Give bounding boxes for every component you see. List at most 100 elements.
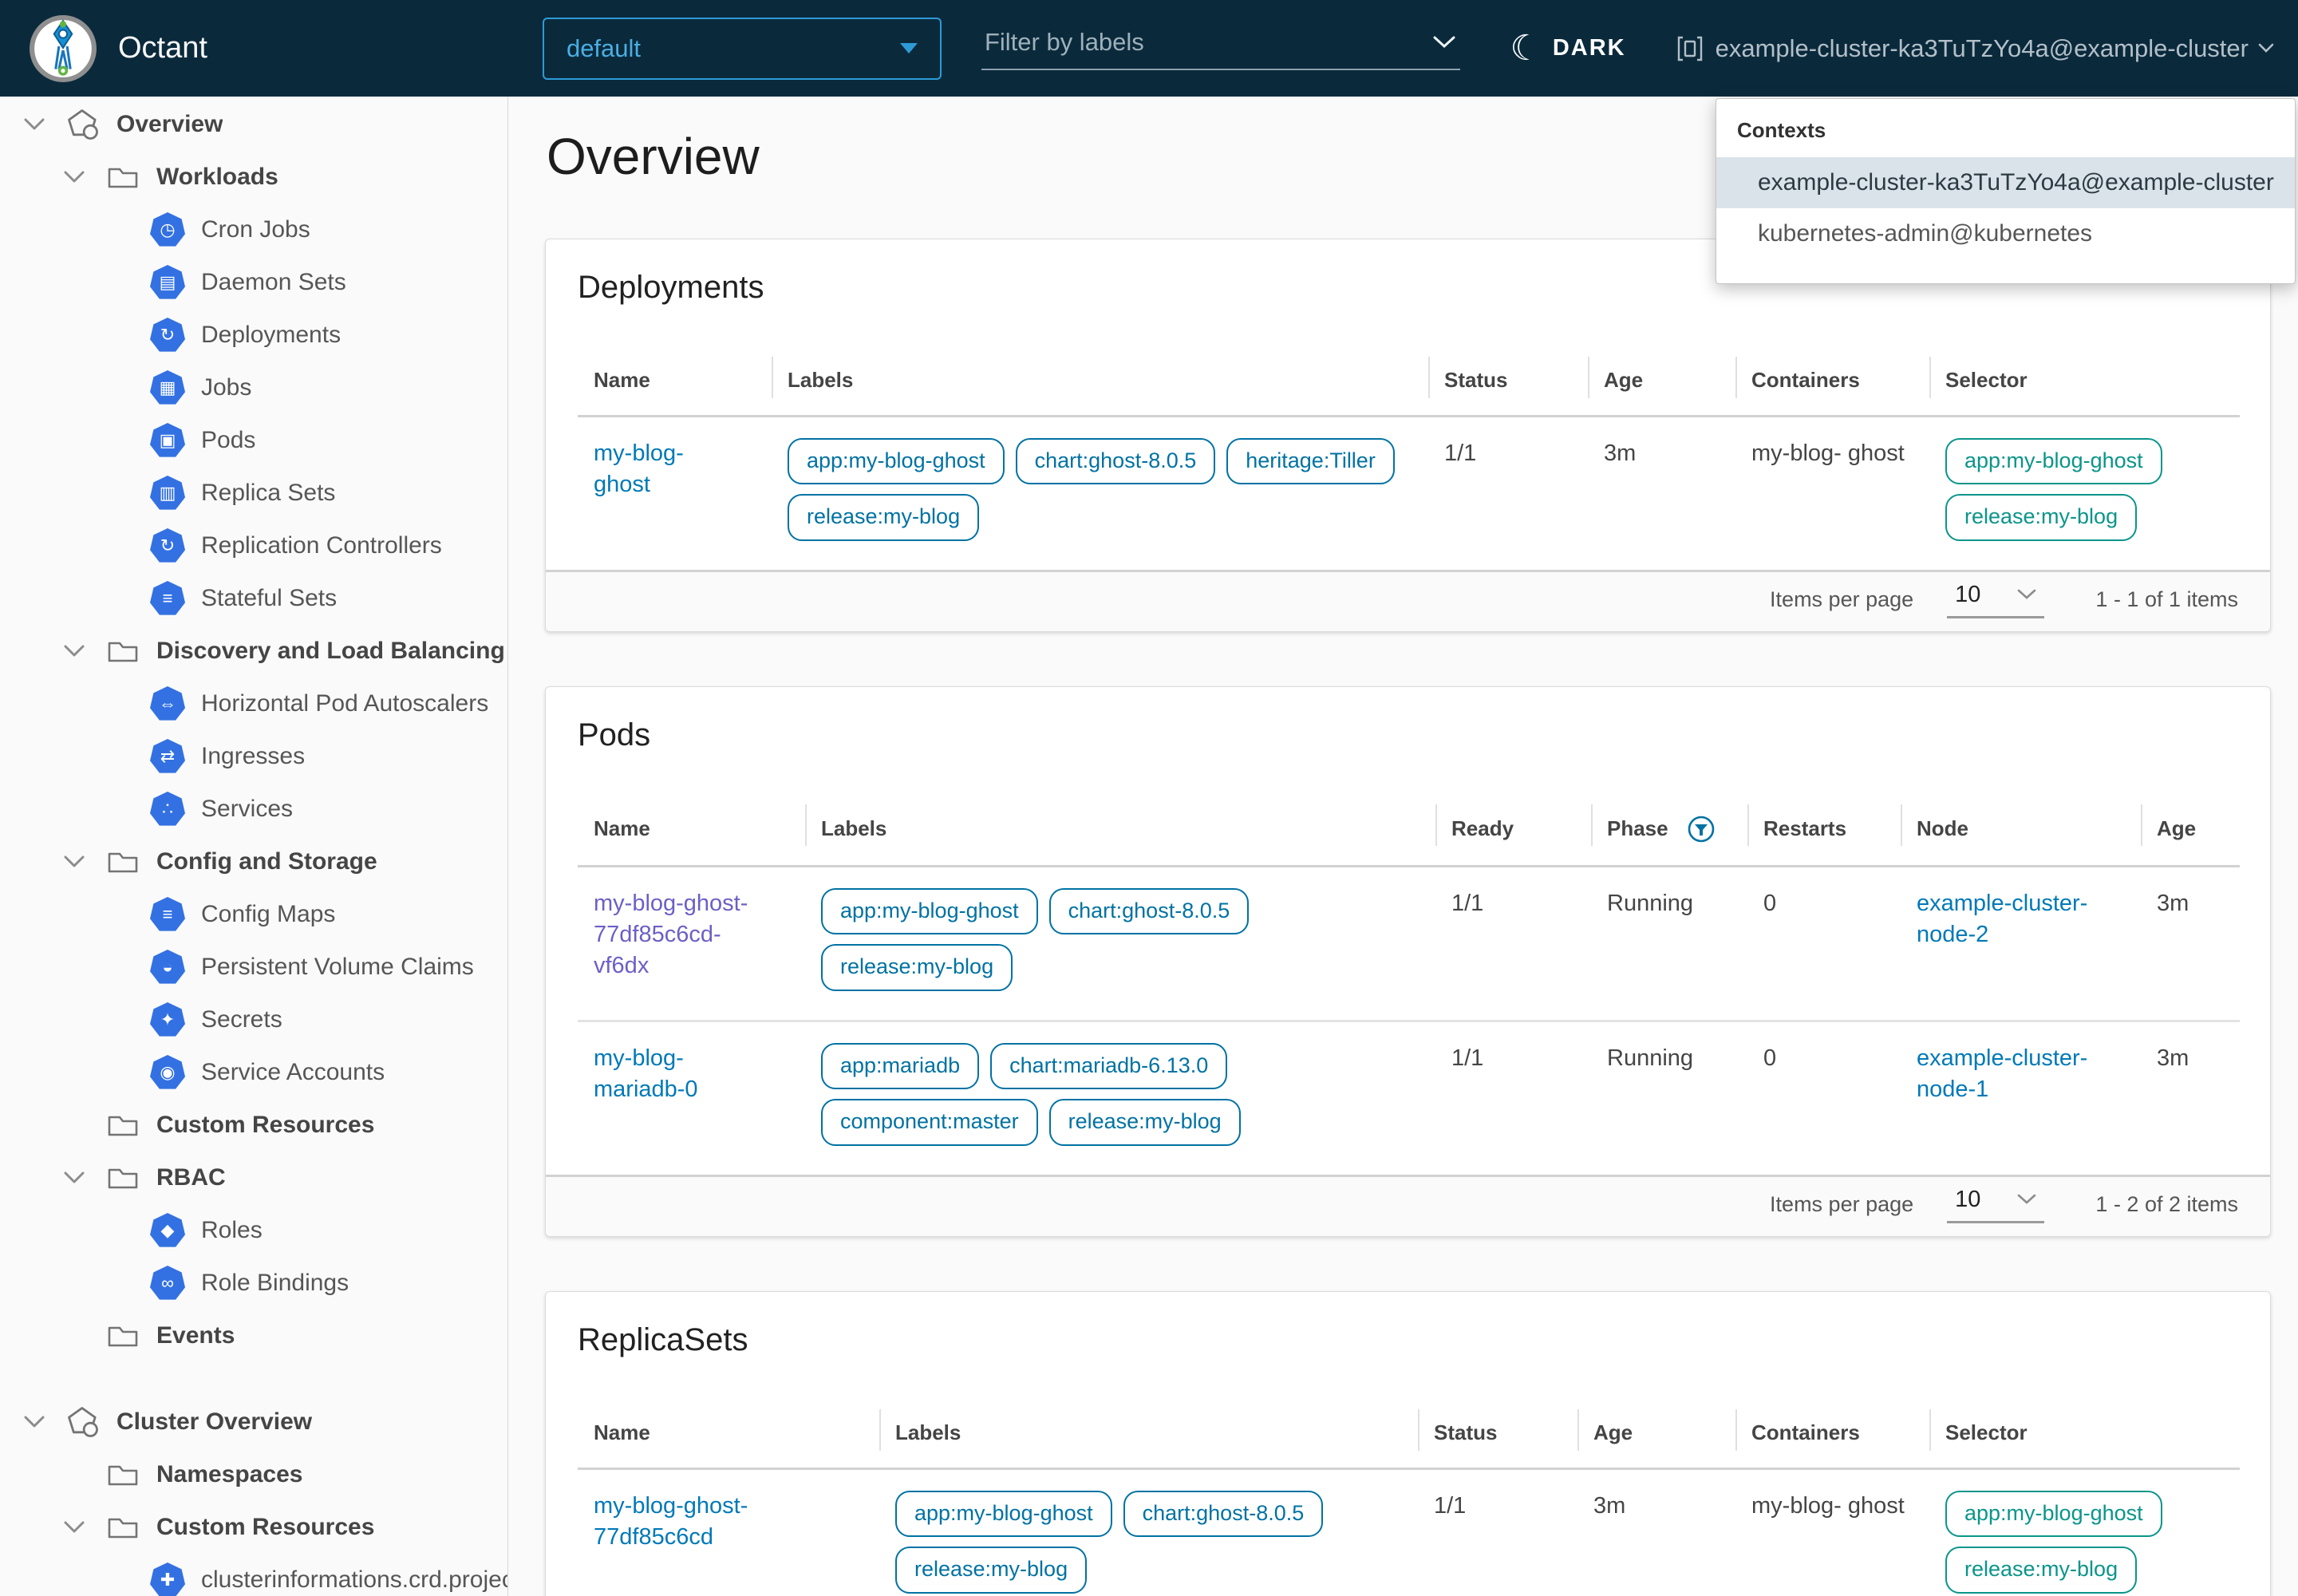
filter-icon[interactable] [1688,816,1715,843]
label-chip: app:my-blog-ghost [788,438,1005,485]
column-header-label: Ready [1451,816,1514,841]
sidebar-item-secrets[interactable]: ✦ Secrets [0,994,507,1046]
age-value: 3m [2157,1045,2189,1071]
cell-restarts: 0 [1747,866,1901,1021]
k8s-resource-icon: ✦ [148,1001,187,1039]
sidebar-item-cluster-overview[interactable]: Cluster Overview [0,1396,507,1448]
sidebar-item-role-bindings[interactable]: ∞ Role Bindings [0,1257,507,1310]
chevron-down-icon[interactable] [1433,36,1455,49]
chevron-down-icon[interactable] [64,171,104,184]
column-header-label: Status [1434,1420,1498,1444]
k8s-resource-icon: ↻ [148,527,187,565]
sidebar-item-roles[interactable]: ◆ Roles [0,1204,507,1257]
column-header-name: Name [578,1402,879,1470]
sidebar-item-overview[interactable]: Overview [0,98,507,151]
folder-icon [104,632,142,670]
sidebar-item-services[interactable]: ∴ Services [0,783,507,836]
sidebar-item-workloads[interactable]: Workloads [0,151,507,203]
cell-ready: 1/1 [1435,866,1591,1021]
page-size-select[interactable]: 10 [1947,581,2045,618]
cell-name: my-blog- ghost [578,417,772,570]
column-header-age: Age [1588,350,1735,417]
k8s-resource-icon: ◉ [148,1053,187,1092]
sidebar-item-custom-resources[interactable]: Custom Resources [0,1099,507,1152]
theme-toggle-button[interactable]: ☾ DARK [1510,30,1626,66]
column-header-label: Name [594,1420,650,1444]
cell-name: my-blog- mariadb-0 [578,1019,805,1175]
sidebar-item-config-maps[interactable]: ≡ Config Maps [0,888,507,941]
sidebar-item-horizontal-pod-autoscalers[interactable]: ⇔ Horizontal Pod Autoscalers [0,678,507,730]
chevron-down-icon[interactable] [64,855,104,868]
selector-chip: release:my-blog [1945,494,2138,541]
sidebar-item-replica-sets[interactable]: ▥ Replica Sets [0,467,507,519]
page-size-value: 10 [1955,581,1981,607]
column-header-labels: Labels [772,350,1428,417]
card-body: Pods Name Labels Ready Phase Restarts Node Age m… [546,687,2270,1175]
resource-link[interactable]: my-blog- mariadb-0 [594,1045,698,1102]
sidebar-nav: Overview Workloads ◷ Cron Jobs ▤ Daemon Sets ↻… [0,97,508,1596]
column-header-labels: Labels [879,1402,1418,1470]
sidebar-item-custom-resources[interactable]: Custom Resources [0,1501,507,1554]
sidebar-item-ingresses[interactable]: ⇄ Ingresses [0,730,507,783]
sidebar-item-jobs[interactable]: ▦ Jobs [0,361,507,414]
sidebar-item-label: Replication Controllers [201,532,442,559]
sidebar-item-replication-controllers[interactable]: ↻ Replication Controllers [0,519,507,572]
page-size-select[interactable]: 10 [1947,1186,2045,1223]
node-link[interactable]: example-cluster- node-2 [1917,890,2088,948]
column-header-restarts: Restarts [1747,797,1901,867]
sidebar-item-namespaces[interactable]: Namespaces [0,1448,507,1501]
table-header-row: Name Labels Status Age Containers Selector [578,350,2240,417]
cell-ready: 1/1 [1435,1019,1591,1175]
namespace-selector[interactable]: default [542,17,942,80]
sidebar-item-daemon-sets[interactable]: ▤ Daemon Sets [0,256,507,309]
table-header-row: Name Labels Ready Phase Restarts Node Age [578,797,2240,867]
sidebar-item-label: Role Bindings [201,1270,349,1296]
column-header-label: Labels [895,1420,961,1444]
chevron-down-icon[interactable] [64,1171,104,1184]
sidebar-item-discovery-and-load-balancing[interactable]: Discovery and Load Balancing [0,625,507,678]
chevron-down-icon[interactable] [24,1416,64,1428]
sidebar-item-stateful-sets[interactable]: ≡ Stateful Sets [0,572,507,625]
chevron-down-icon[interactable] [24,118,64,131]
cluster-icon [1676,34,1704,63]
sidebar-item-clusterinformations-crd-projec[interactable]: ✚ clusterinformations.crd.projec [0,1554,507,1596]
context-switcher[interactable]: example-cluster-ka3TuTzYo4a@example-clus… [1676,34,2274,63]
sidebar-item-label: Daemon Sets [201,269,346,295]
sidebar-item-persistent-volume-claims[interactable]: ◒ Persistent Volume Claims [0,941,507,994]
cell-name: my-blog-ghost- 77df85c6cd [578,1468,879,1596]
card-title-deployments: Deployments [578,270,764,305]
theme-toggle-label: DARK [1552,35,1626,61]
cell-age: 3m [1577,1468,1735,1596]
chevron-down-icon[interactable] [64,645,104,658]
card-title-replicasets: ReplicaSets [578,1321,748,1357]
sidebar-item-config-and-storage[interactable]: Config and Storage [0,836,507,888]
context-menu-item-kubernetes-admin-kubernetes[interactable]: kubernetes-admin@kubernetes [1758,220,2093,247]
chevron-down-icon [2017,589,2036,600]
label-filter[interactable] [981,26,1460,70]
sidebar-item-deployments[interactable]: ↻ Deployments [0,309,507,361]
table-row: my-blog- mariadb-0 app:mariadb chart:maria… [578,1019,2240,1175]
deployments-table: Name Labels Status Age Containers Selector my-… [578,350,2240,570]
sidebar-item-cron-jobs[interactable]: ◷ Cron Jobs [0,203,507,256]
page-size-value: 10 [1955,1186,1981,1212]
sidebar-item-service-accounts[interactable]: ◉ Service Accounts [0,1046,507,1099]
ready-value: 1/1 [1451,890,1484,916]
resource-link[interactable]: my-blog- ghost [594,440,684,498]
column-header-label: Labels [821,816,887,841]
context-menu-item-example-cluster-ka3tutzyo4a-example-cluster[interactable]: example-cluster-ka3TuTzYo4a@example-clus… [1716,157,2295,208]
sidebar-item-pods[interactable]: ▣ Pods [0,414,507,467]
label-filter-input[interactable] [982,26,1433,57]
resource-link[interactable]: my-blog-ghost- 77df85c6cd- vf6dx [594,890,748,979]
chevron-down-icon[interactable] [64,1521,104,1534]
sidebar-item-label: Ingresses [201,743,306,769]
sidebar-item-events[interactable]: Events [0,1310,507,1362]
cell-labels: app:my-blog-ghost chart:ghost-8.0.5 herita… [772,417,1428,570]
sidebar-item-rbac[interactable]: RBAC [0,1152,507,1204]
chip-row: component:master release:my-blog [821,1099,1419,1155]
node-link[interactable]: example-cluster- node-1 [1917,1045,2088,1102]
cell-labels: app:my-blog-ghost chart:ghost-8.0.5 releas… [805,866,1435,1021]
resource-link[interactable]: my-blog-ghost- 77df85c6cd [594,1492,748,1550]
card-deployments: Deployments Name Labels Status Age Containers… [545,239,2271,632]
cell-age: 3m [2141,866,2240,1021]
column-header-status: Status [1428,350,1588,417]
